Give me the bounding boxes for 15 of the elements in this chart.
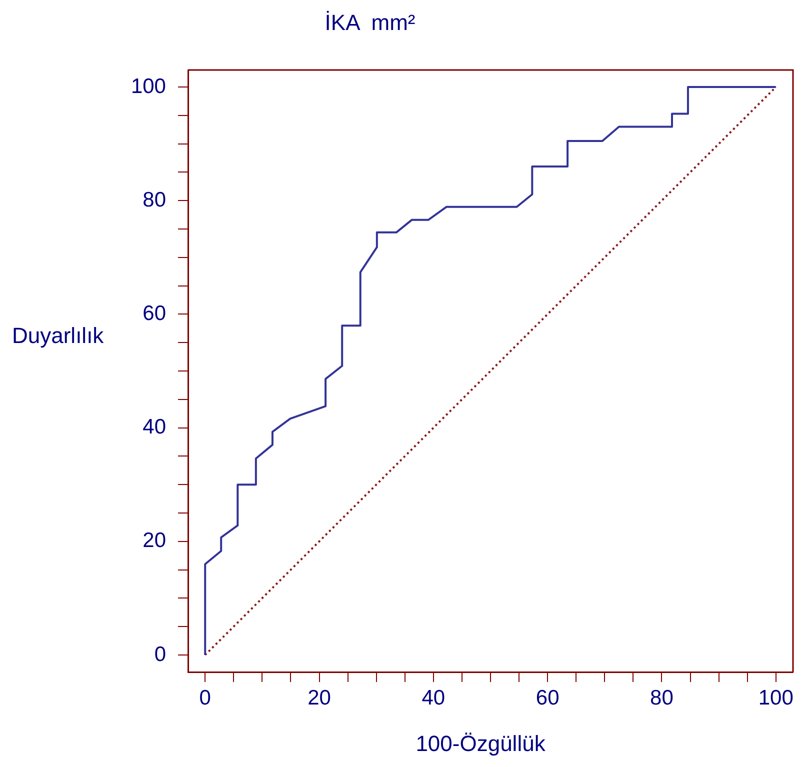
y-tick-label: 80 (142, 188, 166, 212)
x-tick-label: 100 (758, 686, 794, 710)
x-tick-label: 40 (422, 686, 446, 710)
y-tick-label: 0 (154, 642, 166, 666)
y-tick-label: 60 (142, 302, 166, 326)
x-tick-label: 20 (308, 686, 331, 710)
y-axis-title: Duyarlılık (12, 322, 105, 348)
y-tick-label: 100 (130, 74, 166, 98)
y-tick-label: 40 (142, 416, 166, 439)
x-tick-label: 60 (536, 686, 560, 710)
x-tick-label: 0 (199, 686, 211, 710)
chart-title: İKA mm² (324, 10, 416, 36)
x-tick-label: 80 (650, 686, 674, 710)
y-tick-label: 20 (142, 529, 166, 552)
x-axis-title: 100-Özgüllük (416, 731, 546, 756)
